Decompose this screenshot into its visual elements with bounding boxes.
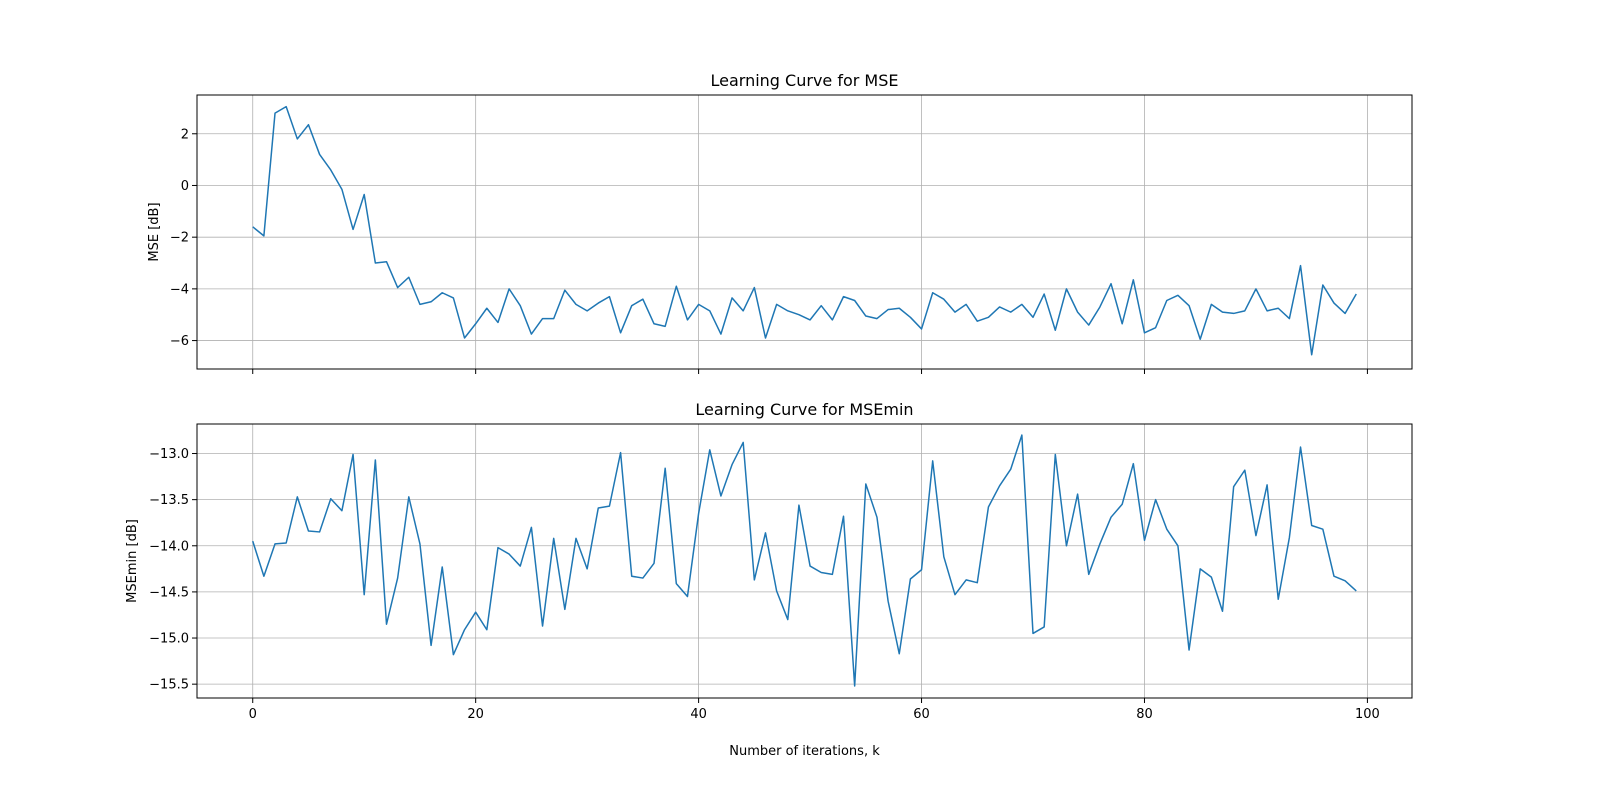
mse-y-ticks: 2 0 −2 −4 −6	[170, 127, 197, 349]
msemin-y-tick-label: −13.5	[149, 493, 189, 508]
mse-chart-title: Learning Curve for MSE	[711, 71, 899, 90]
x-axis-label: Number of iterations, k	[729, 744, 880, 759]
mse-series-line	[252, 105, 1357, 356]
msemin-chart: −13.0 −13.5 −14.0 −14.5 −15.0 −15.5 0 20 40 60 80…	[125, 400, 1413, 759]
msemin-plot-frame	[196, 423, 1413, 699]
msemin-y-tick-label: −14.5	[149, 585, 189, 600]
mse-y-tick-label: −2	[170, 231, 189, 246]
mse-plot-frame	[196, 94, 1413, 370]
mse-y-tick-label: −4	[170, 282, 189, 297]
msemin-y-axis-label: MSEmin [dB]	[125, 519, 140, 603]
msemin-chart-title: Learning Curve for MSEmin	[695, 400, 913, 419]
msemin-x-tick-label: 0	[249, 707, 257, 722]
mse-y-axis-label: MSE [dB]	[147, 202, 162, 261]
msemin-x-tick-label: 60	[913, 707, 930, 722]
msemin-x-ticks: 0 20 40 60 80 100	[249, 698, 1380, 722]
mse-y-tick-label: −6	[170, 334, 189, 349]
mse-grid	[197, 95, 1412, 369]
msemin-series-line	[252, 434, 1357, 687]
msemin-x-tick-label: 100	[1355, 707, 1380, 722]
mse-y-tick-label: 2	[181, 127, 189, 142]
mse-chart: 2 0 −2 −4 −6 Learning Curve for MSE MSE [dB]	[147, 71, 1413, 374]
msemin-x-tick-label: 20	[467, 707, 484, 722]
msemin-y-ticks: −13.0 −13.5 −14.0 −14.5 −15.0 −15.5	[149, 447, 197, 693]
msemin-grid	[197, 424, 1412, 698]
mse-x-ticks	[252, 369, 1368, 374]
msemin-x-tick-label: 40	[690, 707, 707, 722]
msemin-y-tick-label: −15.0	[149, 632, 189, 647]
msemin-y-tick-label: −13.0	[149, 447, 189, 462]
msemin-y-tick-label: −14.0	[149, 539, 189, 554]
msemin-x-tick-label: 80	[1136, 707, 1153, 722]
mse-y-tick-label: 0	[181, 179, 189, 194]
msemin-y-tick-label: −15.5	[149, 678, 189, 693]
